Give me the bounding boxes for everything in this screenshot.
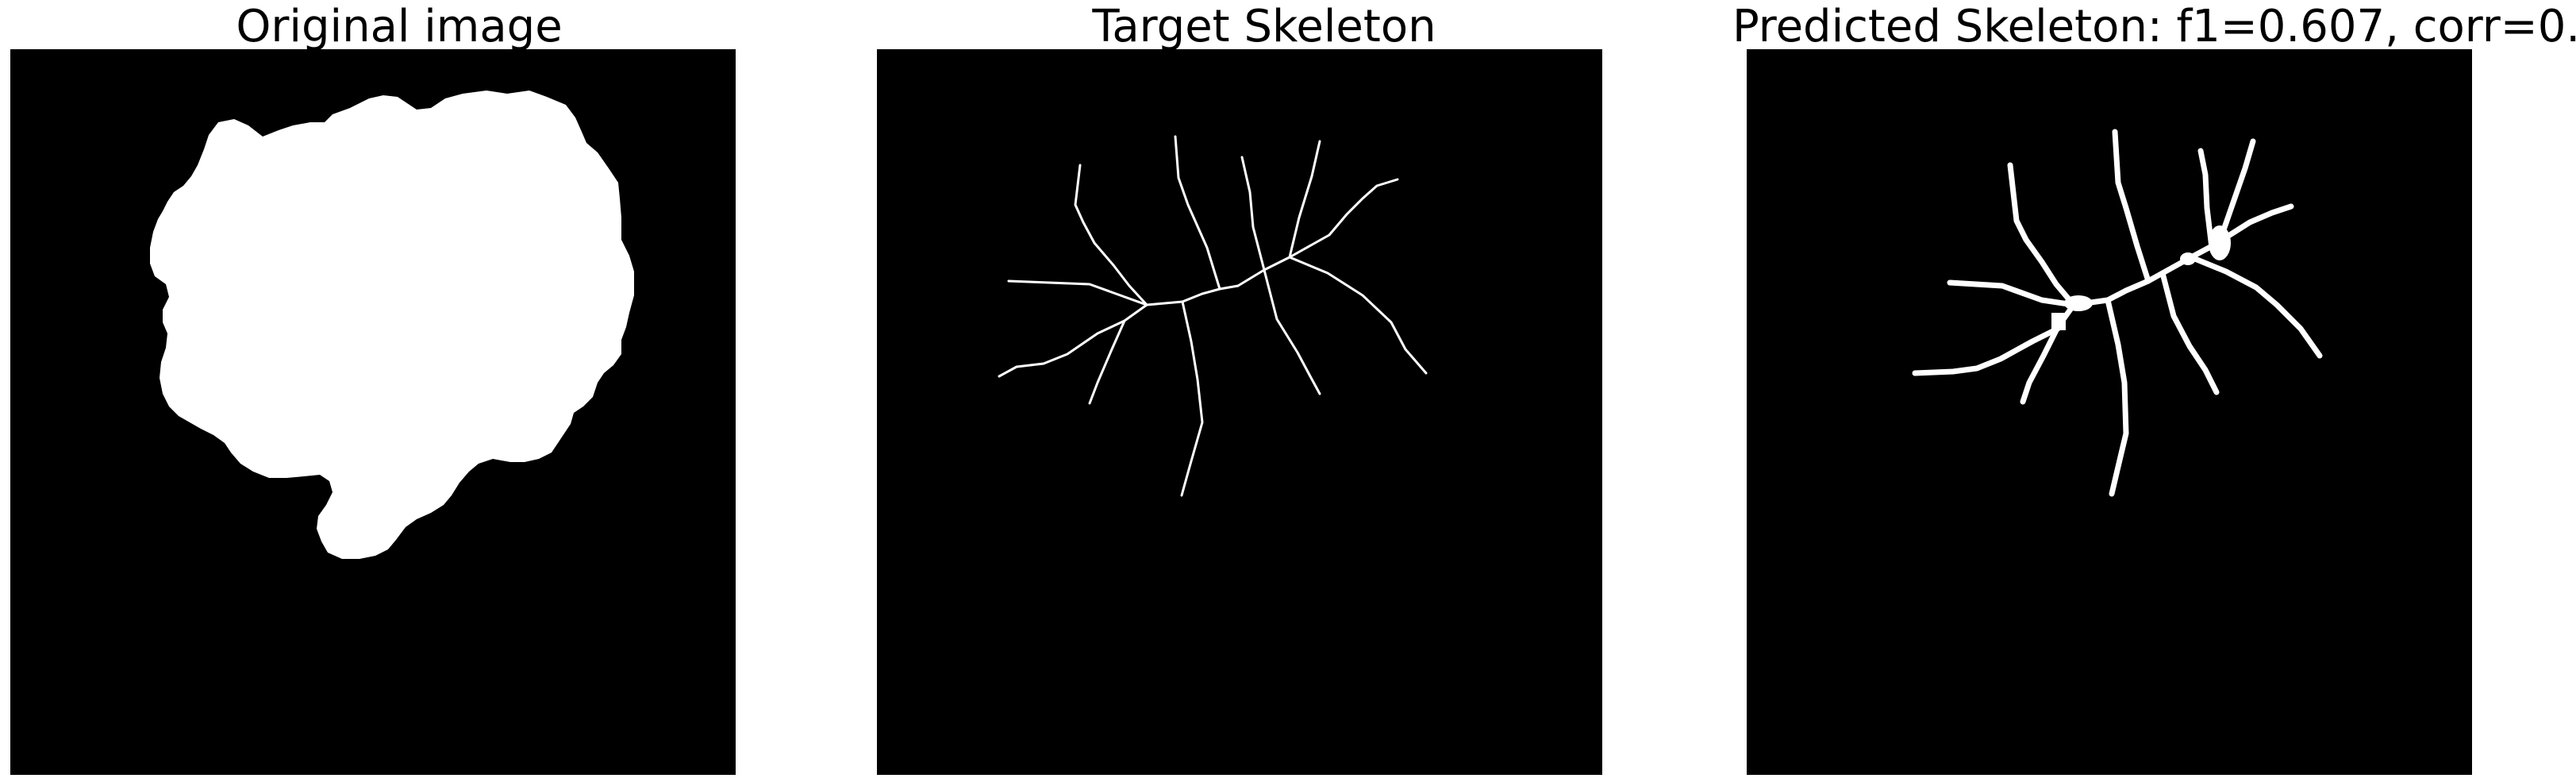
target-branch — [1288, 178, 1399, 259]
panel-original: Original image — [2, 0, 796, 782]
panel-title-original: Original image — [236, 1, 563, 52]
predicted-branch — [2112, 129, 2151, 284]
predicted-branch — [2007, 162, 2077, 308]
predicted-branch — [2105, 297, 2129, 497]
panel-title-target: Target Skeleton — [1092, 1, 1436, 52]
predicted-branch — [2188, 254, 2323, 359]
predicted-branch — [2217, 203, 2294, 245]
predicted-junction-blobs — [2051, 225, 2231, 330]
foreground-blob — [150, 91, 634, 559]
original-mask — [10, 49, 736, 775]
target-branch — [1074, 164, 1148, 306]
panel-predicted: Predicted Skeleton: f1=0.607, corr=0.658 — [1732, 0, 2576, 782]
predicted-skeleton-image — [1747, 49, 2472, 775]
target-skeleton-branches — [998, 135, 1428, 497]
target-branch — [1174, 135, 1221, 291]
target-branch — [1007, 279, 1148, 306]
predicted-branch — [2217, 138, 2256, 245]
target-skeleton — [877, 49, 1602, 775]
predicted-branch — [2197, 148, 2215, 251]
predicted-branch — [1912, 326, 2061, 376]
target-branch — [1240, 156, 1266, 272]
target-branch — [1088, 319, 1126, 405]
target-branch — [1263, 268, 1321, 395]
target-branch — [1288, 256, 1428, 375]
panel-title-predicted: Predicted Skeleton: f1=0.607, corr=0.658 — [1732, 1, 2576, 52]
predicted-junction — [2051, 313, 2066, 330]
predicted-junction — [2209, 225, 2231, 260]
target-branch — [1180, 300, 1204, 497]
original-image — [10, 49, 736, 775]
predicted-branch — [2159, 270, 2220, 395]
predicted-junction — [2180, 252, 2196, 265]
target-branch — [1145, 284, 1240, 306]
predicted-branch — [1947, 279, 2077, 308]
target-branch — [1288, 140, 1321, 259]
predicted-junction — [2064, 295, 2093, 311]
target-skeleton-image — [877, 49, 1602, 775]
predicted-branch — [2070, 270, 2166, 308]
panel-target: Target Skeleton — [867, 0, 1661, 782]
predicted-skeleton — [1747, 49, 2472, 775]
